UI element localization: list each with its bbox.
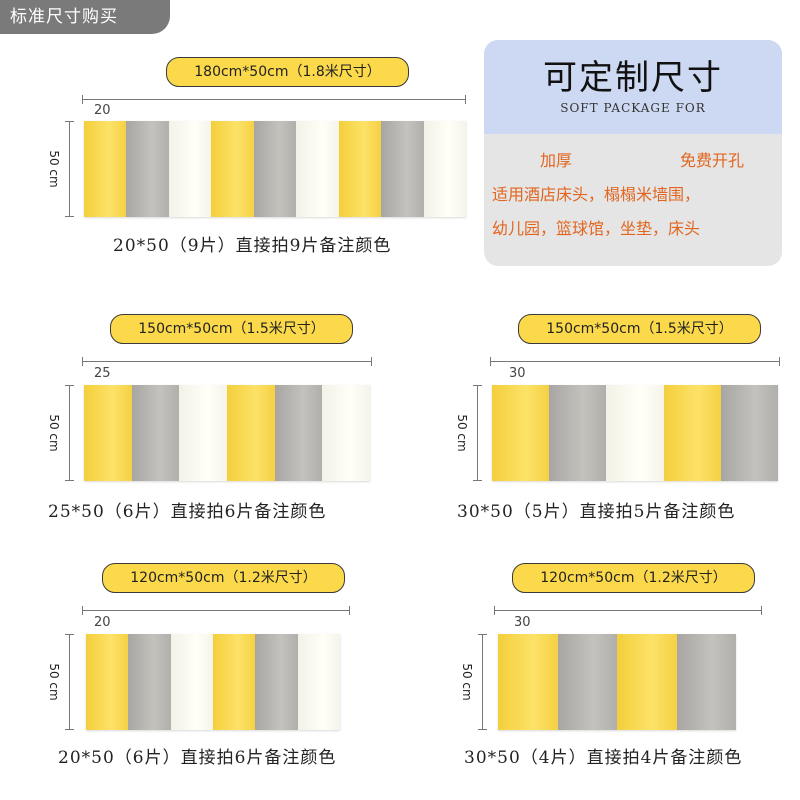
panel-segment-white xyxy=(322,385,371,481)
ruler-tick xyxy=(65,121,74,122)
width-ruler xyxy=(490,361,780,362)
panel-segment-gray xyxy=(253,121,297,217)
ruler-tick xyxy=(65,385,74,386)
height-ruler xyxy=(69,634,70,730)
panel-segment-yellow xyxy=(212,634,256,730)
size-caption-150-b: 30*50（5片）直接拍5片备注颜色 xyxy=(457,502,736,522)
size-caption-120-b: 30*50（4片）直接拍4片备注颜色 xyxy=(464,748,743,768)
panel-height-label: 50 cm xyxy=(47,150,61,188)
panel-width-label: 30 xyxy=(509,366,526,381)
panel-segment-yellow xyxy=(663,385,721,481)
panel-segment-gray xyxy=(255,634,298,730)
size-title-150-a: 150cm*50cm（1.5米尺寸） xyxy=(110,314,353,344)
panel-segment-gray xyxy=(676,634,736,730)
panel-segment-gray xyxy=(128,634,171,730)
ruler-tick xyxy=(65,216,74,217)
card-header: 可定制尺寸 SOFT PACKAGE FOR xyxy=(484,40,782,134)
width-ruler xyxy=(82,361,372,362)
size-caption-120-a: 20*50（6片）直接拍6片备注颜色 xyxy=(58,748,337,768)
ruler-tick xyxy=(779,357,780,366)
width-ruler xyxy=(82,99,466,100)
ruler-tick xyxy=(65,634,74,635)
size-caption-150-a: 25*50（6片）直接拍6片备注颜色 xyxy=(48,502,327,522)
panel-segment-gray xyxy=(131,385,180,481)
ruler-tick xyxy=(761,606,762,615)
ruler-tick xyxy=(82,357,83,366)
size-title-150-b: 150cm*50cm（1.5米尺寸） xyxy=(518,314,761,344)
panel-segment-gray xyxy=(274,385,323,481)
ruler-tick xyxy=(82,95,83,104)
card-title: 可定制尺寸 xyxy=(543,58,723,98)
panel-segment-white xyxy=(606,385,664,481)
height-ruler xyxy=(69,385,70,481)
panel-segment-gray xyxy=(126,121,169,217)
card-features: 加厚 免费开孔 xyxy=(492,144,774,178)
height-ruler xyxy=(69,121,70,217)
ruler-tick xyxy=(65,729,74,730)
size-title-180: 180cm*50cm（1.8米尺寸） xyxy=(166,57,409,87)
ruler-tick xyxy=(473,385,482,386)
card-usage-line-2: 幼儿园，篮球馆，坐垫，床头 xyxy=(492,219,701,238)
feature-thick: 加厚 xyxy=(540,151,573,170)
card-subtitle: SOFT PACKAGE FOR xyxy=(560,101,706,115)
panel-segment-gray xyxy=(381,121,424,217)
ruler-tick xyxy=(349,606,350,615)
panel-segment-white xyxy=(423,121,466,217)
ruler-tick xyxy=(490,357,491,366)
panel-width-label: 20 xyxy=(94,103,111,118)
panel-width-label: 20 xyxy=(94,615,111,630)
ruler-tick xyxy=(65,480,74,481)
height-ruler xyxy=(482,634,483,730)
panel-segment-gray xyxy=(720,385,779,481)
panel-strip-120-b xyxy=(498,634,736,730)
panel-height-label: 50 cm xyxy=(47,414,61,452)
size-title-120-b: 120cm*50cm（1.2米尺寸） xyxy=(512,563,755,593)
panel-segment-yellow xyxy=(86,634,129,730)
panel-segment-yellow xyxy=(227,385,275,481)
ruler-tick xyxy=(494,606,495,615)
feature-free-holes: 免费开孔 xyxy=(679,151,744,170)
panel-segment-gray xyxy=(557,634,617,730)
custom-size-card: 可定制尺寸 SOFT PACKAGE FOR 加厚 免费开孔 适用酒店床头，榻榻… xyxy=(484,40,782,266)
panel-segment-yellow xyxy=(211,121,254,217)
panel-segment-yellow xyxy=(338,121,382,217)
size-caption-180: 20*50（9片）直接拍9片备注颜色 xyxy=(113,236,392,256)
height-ruler xyxy=(477,385,478,481)
width-ruler xyxy=(494,610,762,611)
panel-segment-gray xyxy=(549,385,607,481)
panel-segment-yellow xyxy=(84,385,132,481)
width-ruler xyxy=(82,610,350,611)
panel-height-label: 50 cm xyxy=(460,663,474,701)
ruler-tick xyxy=(478,729,487,730)
ruler-tick xyxy=(371,357,372,366)
panel-segment-yellow xyxy=(617,634,677,730)
panel-segment-white xyxy=(296,121,339,217)
panel-height-label: 50 cm xyxy=(455,414,469,452)
card-body: 加厚 免费开孔 适用酒店床头，榻榻米墙围， 幼儿园，篮球馆，坐垫，床头 xyxy=(484,134,782,246)
standard-size-tag: 标准尺寸购买 xyxy=(0,0,170,34)
panel-segment-white xyxy=(179,385,228,481)
panel-segment-yellow xyxy=(84,121,127,217)
ruler-tick xyxy=(82,606,83,615)
panel-segment-yellow xyxy=(492,385,550,481)
panel-strip-120-a xyxy=(86,634,340,730)
panel-segment-white xyxy=(170,634,213,730)
ruler-tick xyxy=(478,634,487,635)
panel-segment-white xyxy=(168,121,212,217)
ruler-tick xyxy=(473,480,482,481)
panel-strip-150-a xyxy=(84,385,371,481)
panel-width-label: 30 xyxy=(514,615,531,630)
card-usage-line-1: 适用酒店床头，榻榻米墙围， xyxy=(492,185,701,204)
panel-strip-180 xyxy=(84,121,466,217)
size-title-120-a: 120cm*50cm（1.2米尺寸） xyxy=(102,563,345,593)
ruler-tick xyxy=(465,95,466,104)
panel-height-label: 50 cm xyxy=(47,663,61,701)
panel-segment-yellow xyxy=(498,634,558,730)
panel-width-label: 25 xyxy=(94,366,111,381)
panel-strip-150-b xyxy=(492,385,779,481)
panel-segment-white xyxy=(297,634,340,730)
